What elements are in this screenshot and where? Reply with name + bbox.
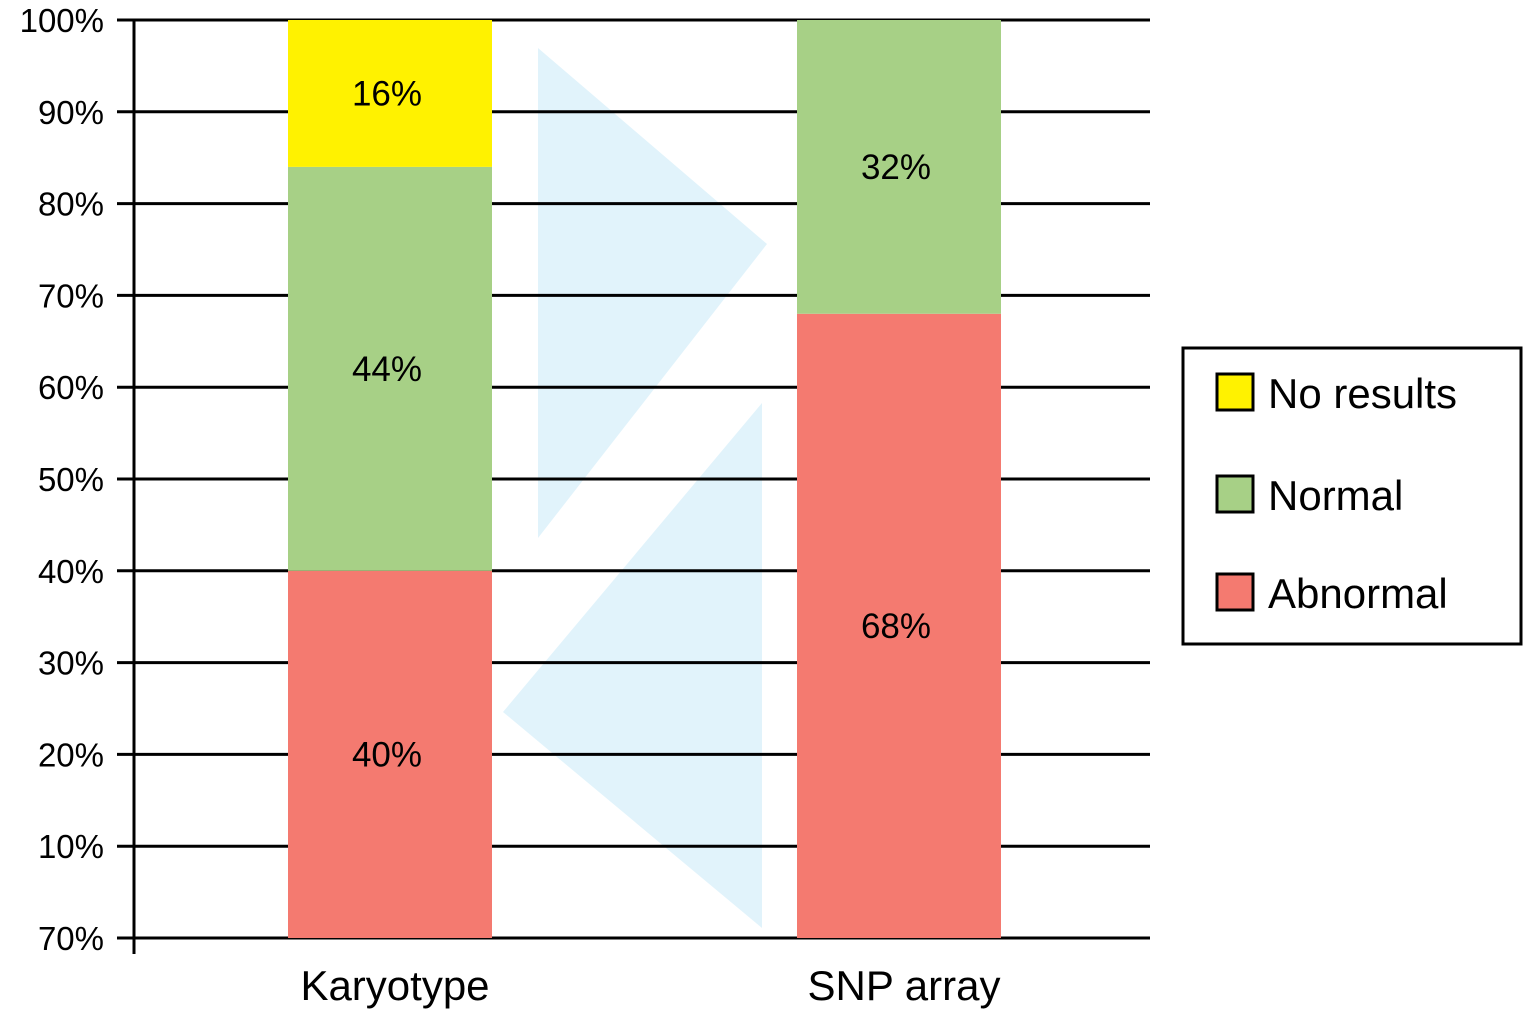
y-tick-label: 60% — [38, 369, 104, 406]
y-tick-label: 90% — [38, 94, 104, 131]
bar-segment-abnormal-0 — [288, 570, 492, 938]
legend-label: Normal — [1268, 472, 1403, 519]
y-tick-label: 50% — [38, 461, 104, 498]
bar-segment-normal-0 — [288, 166, 492, 571]
data-label: 32% — [861, 148, 931, 187]
category-labels: Karyotype SNP array — [300, 962, 1000, 1009]
y-tick-label: 10% — [38, 828, 104, 865]
bars — [288, 20, 1001, 938]
y-tick-label: 70% — [38, 277, 104, 314]
y-tick-labels: 70% 10% 20% 30% 40% 50% 60% 70% 80% 90% 100% — [20, 2, 104, 957]
data-label: 40% — [352, 735, 422, 774]
category-label: SNP array — [808, 962, 1001, 1009]
y-tick-label: 100% — [20, 2, 104, 39]
legend: No results Normal Abnormal — [1181, 346, 1523, 646]
y-tick-label: 30% — [38, 645, 104, 682]
data-label: 44% — [352, 350, 422, 389]
category-label: Karyotype — [300, 962, 489, 1009]
bar-segment-normal-1 — [797, 20, 1001, 314]
y-tick-label: 80% — [38, 186, 104, 223]
legend-swatch — [1215, 572, 1255, 612]
legend-label: Abnormal — [1268, 570, 1448, 617]
decorative-arrows — [503, 48, 767, 928]
left-arrow-decoration — [503, 403, 762, 928]
legend-label: No results — [1268, 370, 1457, 417]
legend-swatch — [1215, 372, 1255, 412]
y-tick-label: 70% — [38, 920, 104, 957]
right-arrow-decoration — [538, 48, 767, 538]
data-label: 68% — [861, 607, 931, 646]
data-label: 16% — [352, 74, 422, 113]
y-tick-label: 20% — [38, 736, 104, 773]
y-tick-label: 40% — [38, 553, 104, 590]
bar-segment-no-results-0 — [288, 20, 492, 167]
data-labels: 40% 44% 16% 68% 32% — [352, 74, 931, 774]
bar-segment-abnormal-1 — [797, 313, 1001, 938]
legend-swatch — [1215, 474, 1255, 514]
